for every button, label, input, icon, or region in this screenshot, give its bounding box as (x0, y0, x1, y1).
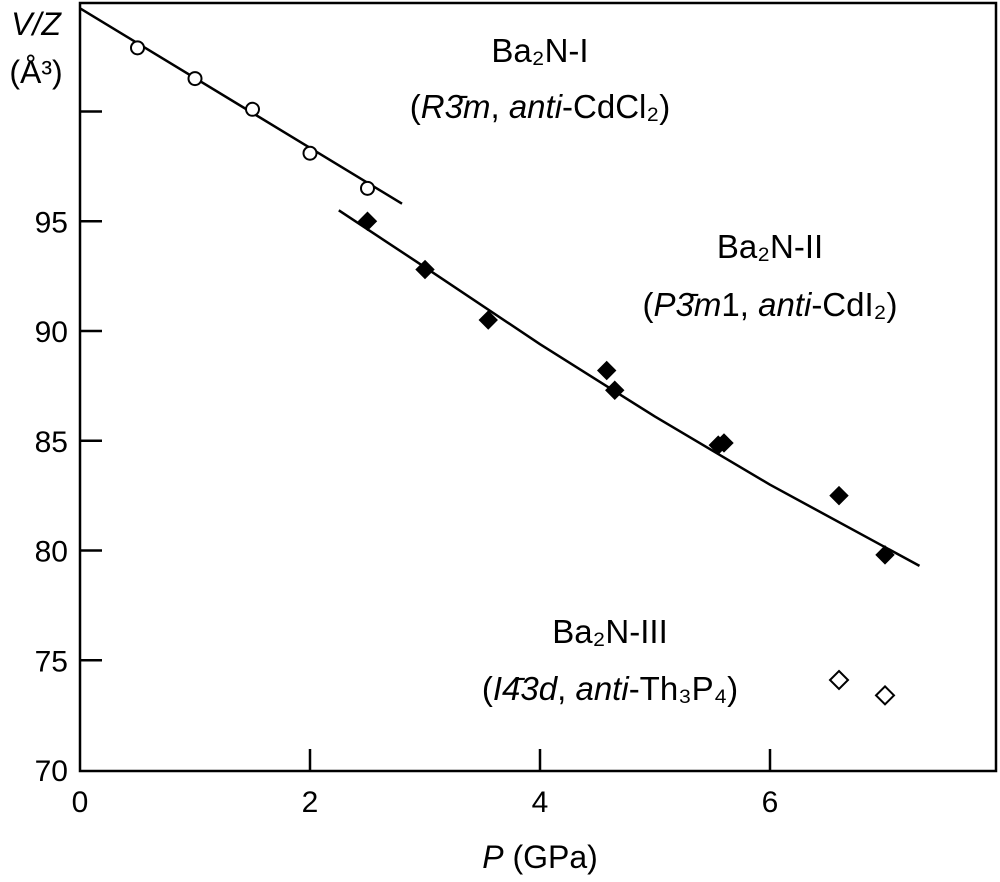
data-point-ba2n-iii (828, 669, 850, 691)
data-point-ba2n-ii (596, 360, 617, 381)
annotation-ba2n-ii-name: Ba₂N-II (717, 228, 823, 265)
annotation-ba2n-i-name: Ba₂N-I (491, 32, 588, 69)
plot-frame (78, 1, 998, 773)
data-point-ba2n-ii (478, 310, 498, 330)
data-point-ba2n-ii (357, 211, 378, 231)
y-axis-label-var: V/Z (11, 6, 62, 42)
data-point-ba2n-ii (415, 259, 435, 280)
data-point-ba2n-ii (714, 433, 734, 453)
data-point-ba2n-ii (829, 485, 849, 506)
fit-line-ba2n-ii (338, 209, 921, 567)
data-point-ba2n-iii (874, 684, 896, 706)
data-point-ba2n-i (130, 40, 145, 56)
annotation-ba2n-iii-symmetry: (I4̄3d, anti-Th₃P₄) (482, 670, 738, 707)
annotation-ba2n-iii-name: Ba₂N-III (552, 613, 668, 650)
data-point-ba2n-i (245, 101, 260, 117)
data-point-ba2n-ii (605, 380, 625, 400)
y-tick-label: 85 (35, 426, 68, 459)
data-point-ba2n-i (302, 145, 318, 161)
data-point-ba2n-i (360, 180, 375, 196)
x-tick-label: 2 (302, 786, 319, 819)
x-tick-label: 4 (532, 786, 549, 819)
x-tick-label: 6 (762, 786, 779, 819)
x-tick-label: 0 (72, 786, 89, 819)
data-point-ba2n-i (187, 71, 203, 87)
y-tick-label: 95 (35, 206, 68, 239)
y-tick-label: 90 (35, 316, 68, 349)
y-tick-label: 80 (35, 536, 68, 569)
annotation-ba2n-ii-symmetry: (P3̄m1, anti-CdI₂) (643, 286, 898, 323)
annotation-ba2n-i-symmetry: (R3̄m, anti-CdCl₂) (410, 88, 670, 125)
y-tick-label: 75 (35, 645, 68, 678)
x-axis-label: P (GPa) (482, 839, 598, 875)
y-axis-label-unit: (Å³) (9, 54, 62, 90)
data-point-ba2n-ii (875, 545, 895, 565)
fit-line-ba2n-i (79, 7, 403, 205)
y-tick-label: 70 (35, 755, 68, 788)
